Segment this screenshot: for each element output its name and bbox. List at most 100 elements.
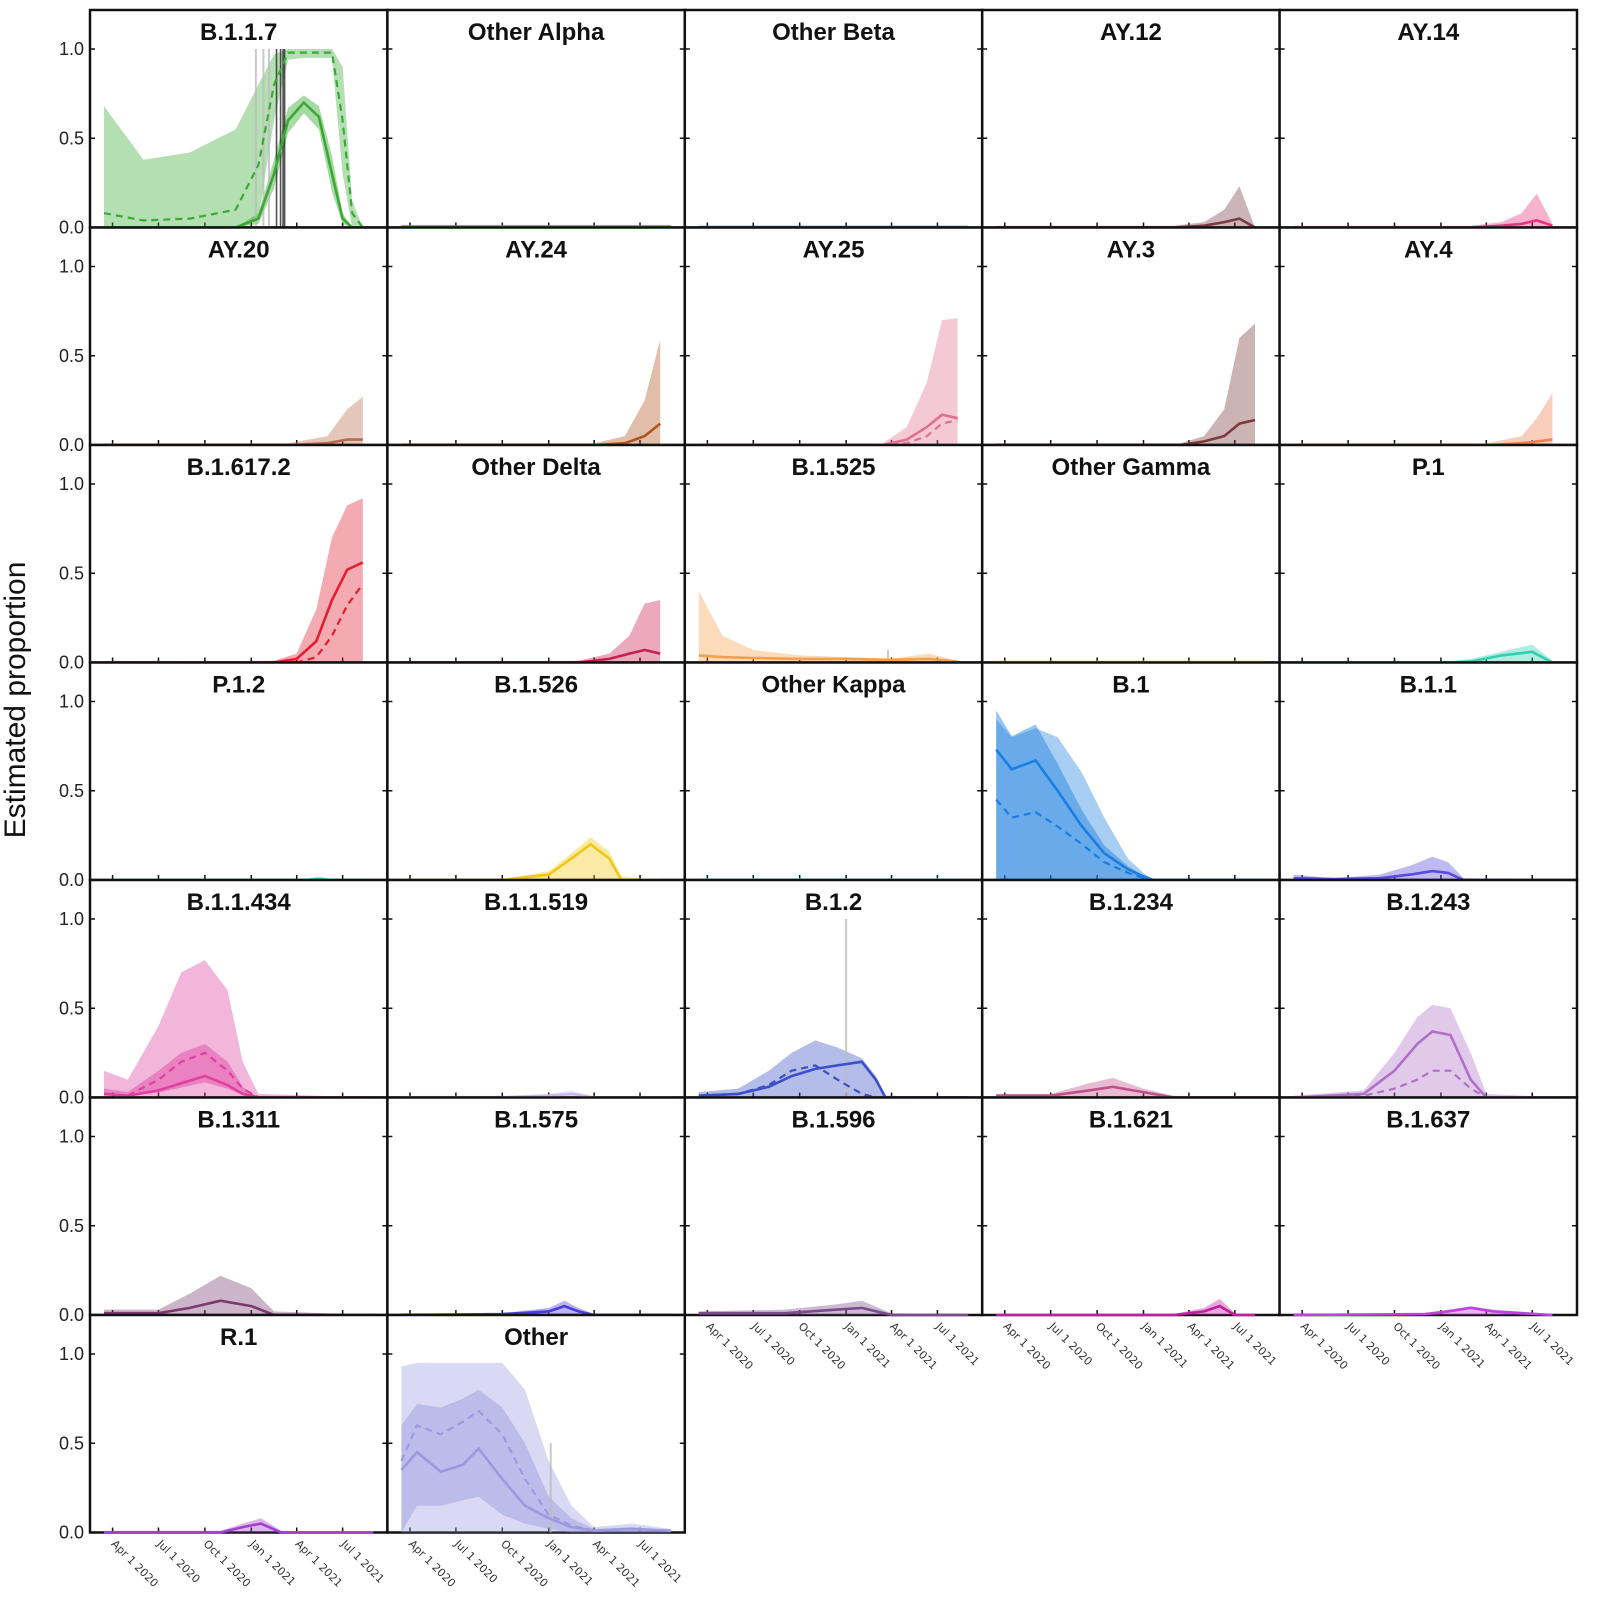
- panel-title: B.1.243: [1386, 889, 1470, 916]
- x-tick-label: Jul 1 2021: [1527, 1319, 1576, 1368]
- facet-panel: AY.4: [1278, 226, 1579, 447]
- facet-panel: AY.3: [980, 226, 1281, 447]
- facet-panel: AY.12: [980, 8, 1281, 229]
- panel-frame: [88, 226, 389, 447]
- facet-panel: 0.0 0.5 1.0 B.1.1.7: [59, 8, 389, 238]
- ci-band-inner: [401, 1389, 671, 1533]
- panel-title: B.1.1.7: [200, 19, 277, 46]
- x-tick-label: Apr 1 2021: [1482, 1320, 1534, 1372]
- x-tick-label: Jul 1 2021: [1230, 1319, 1279, 1368]
- facet-panel: B.1.1.519: [386, 878, 687, 1099]
- ci-band-outer: [104, 49, 363, 228]
- y-tick-label: 0.5: [59, 998, 84, 1018]
- panel-frame: [1278, 226, 1579, 447]
- ci-band-outer: [104, 1518, 374, 1533]
- y-tick-label: 0.0: [59, 1523, 84, 1543]
- facet-panel: 0.0 0.5 1.0 AY.20: [59, 226, 389, 455]
- panel-title: P.1.2: [212, 672, 265, 699]
- ci-band-outer: [401, 1090, 671, 1098]
- panel-frame: [683, 878, 984, 1099]
- panel-title: B.1.526: [494, 672, 578, 699]
- ci-band-outer: [698, 318, 958, 445]
- panel-frame: [683, 8, 984, 229]
- ci-band-outer: [1293, 1306, 1553, 1315]
- panel-title: AY.14: [1397, 19, 1459, 46]
- y-tick-label: 0.0: [59, 218, 84, 238]
- panel-frame: [980, 661, 1281, 882]
- panel-frame: [1278, 661, 1579, 882]
- panel-frame: [1278, 878, 1579, 1099]
- x-tick-label: Jul 1 2021: [635, 1537, 684, 1586]
- y-tick-label: 0.0: [59, 653, 84, 673]
- ci-band-outer: [996, 719, 1266, 880]
- x-tick-label: Jan 1 2021: [1139, 1319, 1191, 1371]
- facet-panel: Other Beta: [683, 8, 984, 229]
- x-tick-label: Apr 1 2020: [1001, 1320, 1053, 1372]
- ci-band-outer: [996, 186, 1255, 228]
- x-tick-label: Jan 1 2021: [841, 1319, 893, 1371]
- x-tick-label: Apr 1 2020: [406, 1537, 458, 1589]
- panel-frame: [88, 878, 389, 1099]
- y-axis-label: Estimated proportion: [0, 561, 32, 839]
- y-tick-label: 1.0: [59, 1344, 84, 1364]
- y-tick-label: 0.5: [59, 563, 84, 583]
- panel-frame: [88, 443, 389, 664]
- y-tick-label: 1.0: [59, 257, 84, 277]
- ci-band-outer: [104, 960, 374, 1098]
- facet-panel: Other Gamma: [980, 443, 1281, 664]
- panel-frame: [683, 226, 984, 447]
- facet-grid: 0.0 0.5 1.0 B.1.1.7 Other Alpha Other Beta AY.…: [59, 8, 1579, 1590]
- y-tick-label: 1.0: [59, 909, 84, 929]
- facet-panel: 0.0 0.5 1.0 B.1.1.434: [59, 878, 389, 1108]
- ci-band-outer: [996, 1298, 1255, 1315]
- panel-title: B.1.1.519: [484, 889, 588, 916]
- series-line: [995, 748, 1266, 882]
- panel-title: Other Alpha: [468, 19, 605, 46]
- panel-title: B.1.311: [197, 1107, 280, 1134]
- panel-title: Other Gamma: [1052, 454, 1211, 481]
- panel-frame: [1278, 1096, 1579, 1317]
- x-tick-label: Apr 1 2020: [703, 1320, 755, 1372]
- ci-band-outer: [1293, 393, 1553, 445]
- y-tick-label: 0.5: [59, 781, 84, 801]
- facet-panel: AY.25: [683, 226, 984, 447]
- panel-frame: [1278, 8, 1579, 229]
- series-line: [698, 654, 958, 663]
- y-tick-label: 0.0: [59, 435, 84, 455]
- panel-frame: [88, 1313, 389, 1534]
- series-line: [104, 1522, 374, 1534]
- facet-panel: B.1.526: [386, 661, 687, 882]
- ci-band-outer: [401, 1362, 671, 1533]
- panel-title: Other Beta: [772, 19, 895, 46]
- series-line: [1293, 1030, 1563, 1099]
- facet-panel: 0.0 0.5 1.0 P.1.2: [59, 661, 389, 890]
- facet-panel: 0.0 0.5 1.0 B.1.311: [59, 1096, 389, 1325]
- x-tick-label: Oct 1 2020: [201, 1537, 253, 1589]
- x-tick-label: Jul 1 2020: [154, 1537, 203, 1586]
- facet-panel: B.1.2: [683, 878, 984, 1099]
- series-dashed: [103, 1051, 374, 1099]
- panel-title: AY.25: [803, 237, 865, 264]
- panel-title: B.1.575: [494, 1107, 578, 1134]
- x-tick-label: Oct 1 2020: [1390, 1320, 1442, 1372]
- ci-band-outer: [1293, 193, 1553, 228]
- x-tick-label: Jan 1 2021: [544, 1537, 596, 1589]
- panel-frame: [1278, 443, 1579, 664]
- y-tick-label: 0.0: [59, 1305, 84, 1325]
- panel-frame: [386, 1096, 687, 1317]
- series-line: [698, 1306, 969, 1317]
- panel-title: B.1.637: [1386, 1107, 1470, 1134]
- ci-band-outer: [401, 600, 661, 663]
- ci-band-outer: [104, 498, 363, 663]
- panel-title: AY.24: [505, 237, 567, 264]
- y-tick-label: 1.0: [59, 474, 84, 494]
- panel-frame: [386, 443, 687, 664]
- x-tick-label: Jan 1 2021: [1436, 1319, 1488, 1371]
- y-tick-label: 0.0: [59, 870, 84, 890]
- panel-title: Other: [504, 1324, 568, 1351]
- x-tick-label: Jul 1 2020: [748, 1319, 797, 1368]
- ci-band-outer: [698, 591, 958, 663]
